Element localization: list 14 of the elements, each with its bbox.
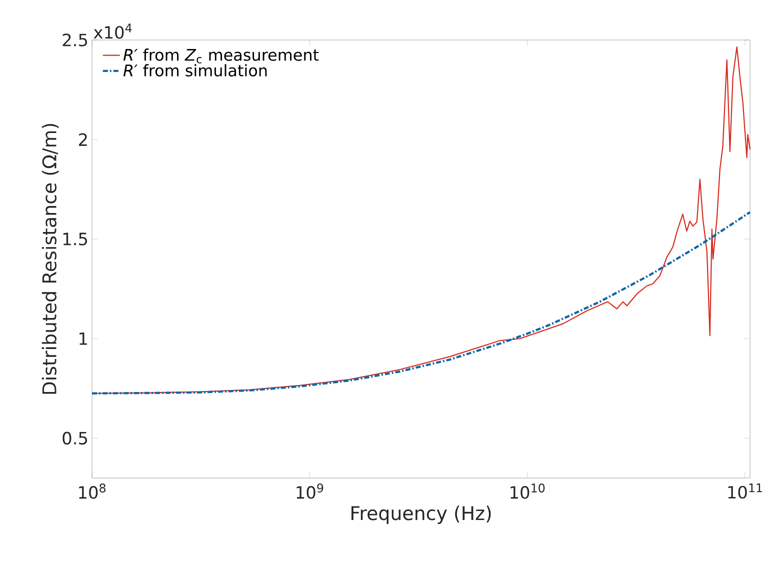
y-tick-label: 2.5 [62, 34, 88, 46]
y-axis-title: Distributed Resistance (Ω/m) [42, 124, 59, 394]
x-tick-label: 10$^{9}$ [296, 484, 324, 499]
y-tick-label: 0.5 [62, 432, 88, 445]
y-tick-label: 1.5 [63, 232, 88, 246]
x-axis-title: Frequency (Hz) [352, 506, 491, 524]
text: x10$^{4}$ [94, 24, 132, 39]
x-tick-label: 10$^{8}$ [79, 484, 106, 499]
legend-label: R′ from simulation [123, 64, 267, 76]
legend-label: R′ from Z$_{c}$ measurement [123, 48, 319, 64]
x-tick-label: 10$^{10}$ [510, 484, 545, 499]
y-tick-label: 2 [78, 133, 87, 146]
x-tick-label: 10$^{11}$ [728, 484, 762, 499]
y-tick-label: 1 [80, 332, 87, 345]
